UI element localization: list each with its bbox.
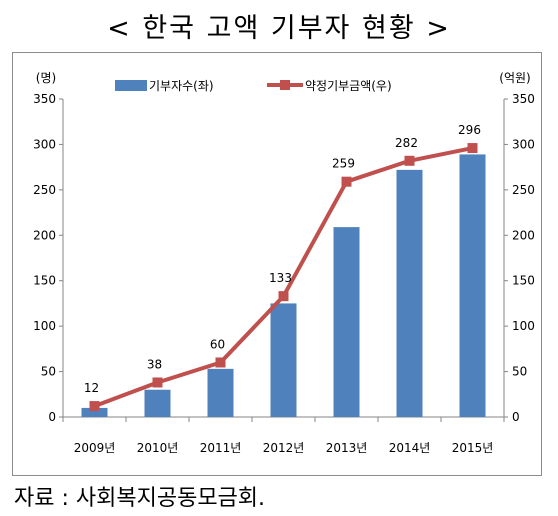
y-right-tick-label: 200 — [512, 228, 535, 242]
x-tick-label: 2009년 — [74, 441, 116, 455]
legend-label-line: 약정기부금액(우) — [305, 78, 392, 93]
legend-swatch-bar — [115, 80, 147, 91]
data-label: 60 — [210, 337, 225, 351]
data-label: 282 — [395, 136, 418, 150]
y-left-tick-label: 100 — [33, 319, 56, 333]
data-label: 259 — [332, 157, 355, 171]
y-left-tick-label: 150 — [33, 274, 56, 288]
bar-2012년 — [270, 303, 297, 417]
y-right-tick-label: 250 — [512, 183, 535, 197]
y-right-tick-label: 350 — [512, 92, 535, 106]
bar-2014년 — [396, 169, 423, 417]
chart-title: < 한국 고액 기부자 현황 > — [107, 13, 451, 44]
line-point-2009년 — [89, 401, 100, 412]
x-tick-label: 2010년 — [137, 441, 179, 455]
x-tick-label: 2013년 — [326, 441, 368, 455]
y-right-tick-label: 300 — [512, 137, 535, 151]
y-left-tick-label: 350 — [33, 92, 56, 106]
data-label: 296 — [458, 123, 481, 137]
y-right-tick-label: 50 — [512, 365, 527, 379]
y-right-tick-label: 150 — [512, 274, 535, 288]
data-label: 12 — [84, 381, 99, 395]
line-point-2013년 — [341, 176, 352, 187]
legend-label-bar: 기부자수(좌) — [149, 79, 214, 93]
line-point-2011년 — [215, 357, 226, 368]
line-point-2015년 — [467, 143, 478, 154]
y-left-unit: (명) — [36, 71, 56, 85]
y-right-tick-label: 100 — [512, 319, 535, 333]
legend-swatch-marker — [280, 80, 290, 90]
chart-frame — [12, 52, 542, 476]
bar-2009년 — [81, 407, 108, 417]
y-right-unit: (억원) — [499, 71, 530, 85]
y-left-tick-label: 300 — [33, 137, 56, 151]
source-note: 자료 : 사회복지공동모금회. — [14, 486, 266, 511]
bar-2013년 — [333, 227, 360, 417]
line-point-2012년 — [278, 291, 289, 302]
line-point-2014년 — [404, 155, 415, 166]
y-left-tick-label: 50 — [41, 365, 56, 379]
line-point-2010년 — [152, 377, 163, 388]
data-label: 133 — [269, 271, 292, 285]
x-tick-label: 2012년 — [263, 441, 305, 455]
x-tick-label: 2011년 — [200, 441, 242, 455]
y-left-tick-label: 250 — [33, 183, 56, 197]
data-label: 38 — [147, 357, 162, 371]
bar-2015년 — [459, 154, 486, 417]
x-tick-label: 2015년 — [452, 441, 494, 455]
y-left-tick-label: 200 — [33, 228, 56, 242]
bar-2010년 — [144, 389, 171, 417]
bar-2011년 — [207, 368, 234, 417]
x-tick-label: 2014년 — [389, 441, 431, 455]
y-right-tick-label: 0 — [512, 410, 520, 424]
y-left-tick-label: 0 — [48, 410, 56, 424]
